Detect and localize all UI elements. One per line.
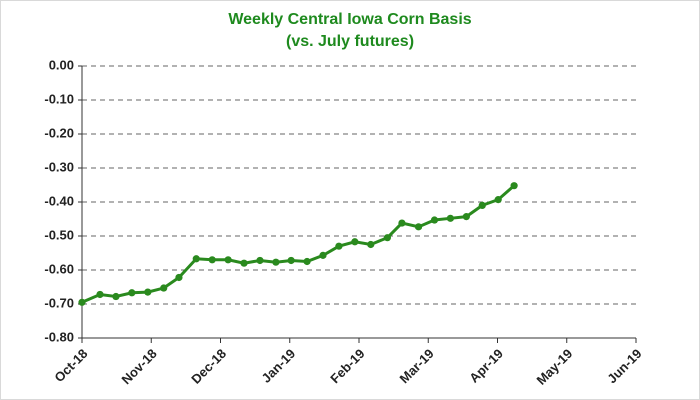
series-line	[81, 184, 516, 304]
point-marker	[367, 240, 375, 249]
y-tick-label: -0.70	[44, 295, 74, 310]
y-tick-label: -0.40	[44, 193, 74, 208]
point-marker	[319, 251, 327, 259]
point-marker	[335, 242, 343, 250]
point-marker	[144, 288, 152, 296]
point-marker	[192, 255, 200, 263]
point-marker	[478, 201, 486, 209]
point-marker	[160, 284, 168, 292]
point-marker	[430, 216, 439, 224]
point-marker	[78, 298, 86, 306]
point-marker	[272, 258, 280, 266]
point-marker	[351, 238, 359, 246]
point-marker	[414, 223, 423, 231]
y-tick-label: -0.60	[44, 261, 74, 276]
point-marker	[96, 290, 104, 299]
y-tick-label: -0.30	[44, 159, 74, 174]
point-marker	[287, 256, 295, 265]
y-tick-label: -0.50	[44, 227, 74, 242]
y-tick-label: -0.80	[44, 329, 74, 344]
point-marker	[462, 213, 470, 221]
point-marker	[208, 256, 216, 264]
point-marker	[494, 196, 502, 204]
point-marker	[446, 214, 455, 222]
point-marker	[175, 273, 183, 282]
point-marker	[240, 259, 248, 267]
y-tick-label: 0.00	[49, 57, 74, 72]
y-tick-label: -0.10	[44, 91, 74, 106]
chart-title: Weekly Central Iowa Corn Basis	[228, 11, 471, 28]
point-marker	[112, 292, 120, 301]
chart-subtitle: (vs. July futures)	[286, 33, 414, 50]
point-marker	[256, 256, 264, 265]
point-marker	[224, 256, 232, 264]
point-marker	[303, 257, 311, 266]
point-marker	[128, 289, 136, 297]
point-marker	[398, 219, 406, 227]
y-tick-label: -0.20	[44, 125, 74, 140]
point-marker	[383, 234, 391, 242]
point-marker	[510, 182, 518, 190]
